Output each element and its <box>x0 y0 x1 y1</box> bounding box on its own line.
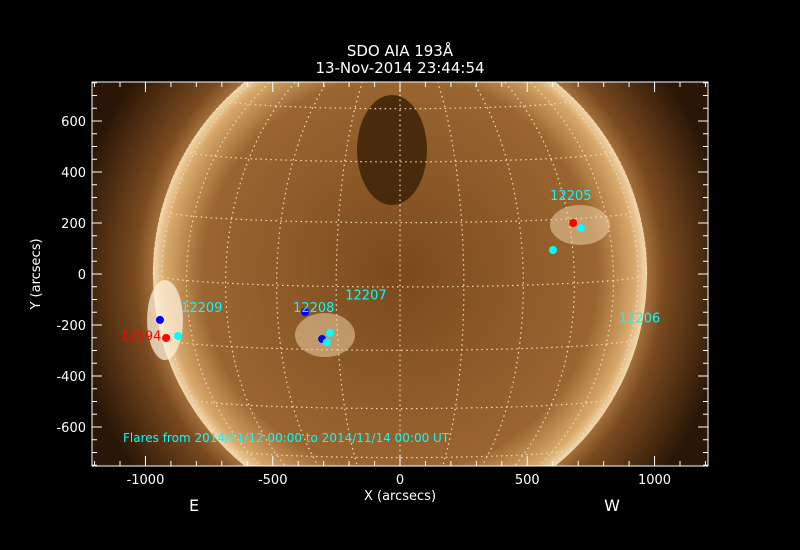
y-tick-label: 400 <box>61 166 86 181</box>
x-tick-label: 500 <box>515 473 540 488</box>
region-label: 12194 <box>120 329 161 344</box>
grid-line <box>276 82 328 466</box>
region-labels: 12194 12209 12208 12207 12205 12206 <box>120 189 660 344</box>
flare-point-cyan <box>174 331 183 340</box>
coronal-hole <box>357 95 427 205</box>
y-tick-label: 0 <box>78 268 86 283</box>
x-tick-label: 0 <box>396 473 404 488</box>
grid-line <box>338 513 463 516</box>
flare-annotation: Flares from 2014/11/12 00:00 to 2014/11/… <box>123 431 450 445</box>
flare-points <box>155 219 585 347</box>
flare-point-blue <box>155 315 164 324</box>
region-label: 12205 <box>550 189 591 204</box>
y-axis-label: Y (arcsecs) <box>29 238 44 310</box>
flare-point-cyan <box>322 338 331 347</box>
x-tick-label: -1000 <box>127 473 165 488</box>
image-area: 12194 12209 12208 12207 12205 12206 Flares fr… <box>92 36 708 516</box>
heliographic-grid <box>152 36 648 516</box>
region-label: 12208 <box>293 301 334 316</box>
flare-point-red <box>569 219 578 228</box>
active-region-center <box>295 313 355 357</box>
y-tick-label: -400 <box>56 370 86 385</box>
region-label: 12206 <box>619 311 660 326</box>
grid-line <box>545 82 639 466</box>
grid-line <box>161 82 255 466</box>
flare-point-blue <box>301 307 310 316</box>
chart-subtitle: 13-Nov-2014 23:44:54 <box>315 59 484 77</box>
flare-point-cyan <box>326 328 334 337</box>
region-label: 12209 <box>181 301 222 316</box>
active-region-east <box>147 280 183 360</box>
grid-line <box>161 338 639 352</box>
grid-line <box>472 82 524 466</box>
x-axis-label: X (arcsecs) <box>364 489 436 504</box>
grid-line <box>186 397 614 410</box>
y-tick-label: -600 <box>56 421 86 436</box>
west-label: W <box>604 496 620 515</box>
x-tick-label: 1000 <box>638 473 671 488</box>
flare-point-cyan <box>576 224 585 233</box>
grid-line <box>161 209 639 224</box>
solar-disk <box>153 82 647 466</box>
y-tick-label: 600 <box>61 115 86 130</box>
region-label: 12207 <box>345 288 386 303</box>
chart-title: SDO AIA 193Å <box>347 41 454 60</box>
x-tick-label: -500 <box>258 473 288 488</box>
axes: -1000 -500 0 500 1000 -600 -400 -200 0 200 400 600 <box>56 82 708 488</box>
grid-line <box>225 99 575 110</box>
east-label: E <box>189 496 199 515</box>
y-tick-label: 200 <box>61 217 86 232</box>
grid-line <box>336 36 464 39</box>
flare-point-red <box>162 334 171 342</box>
flare-point-cyan <box>548 246 557 255</box>
y-tick-label: -200 <box>56 319 86 334</box>
